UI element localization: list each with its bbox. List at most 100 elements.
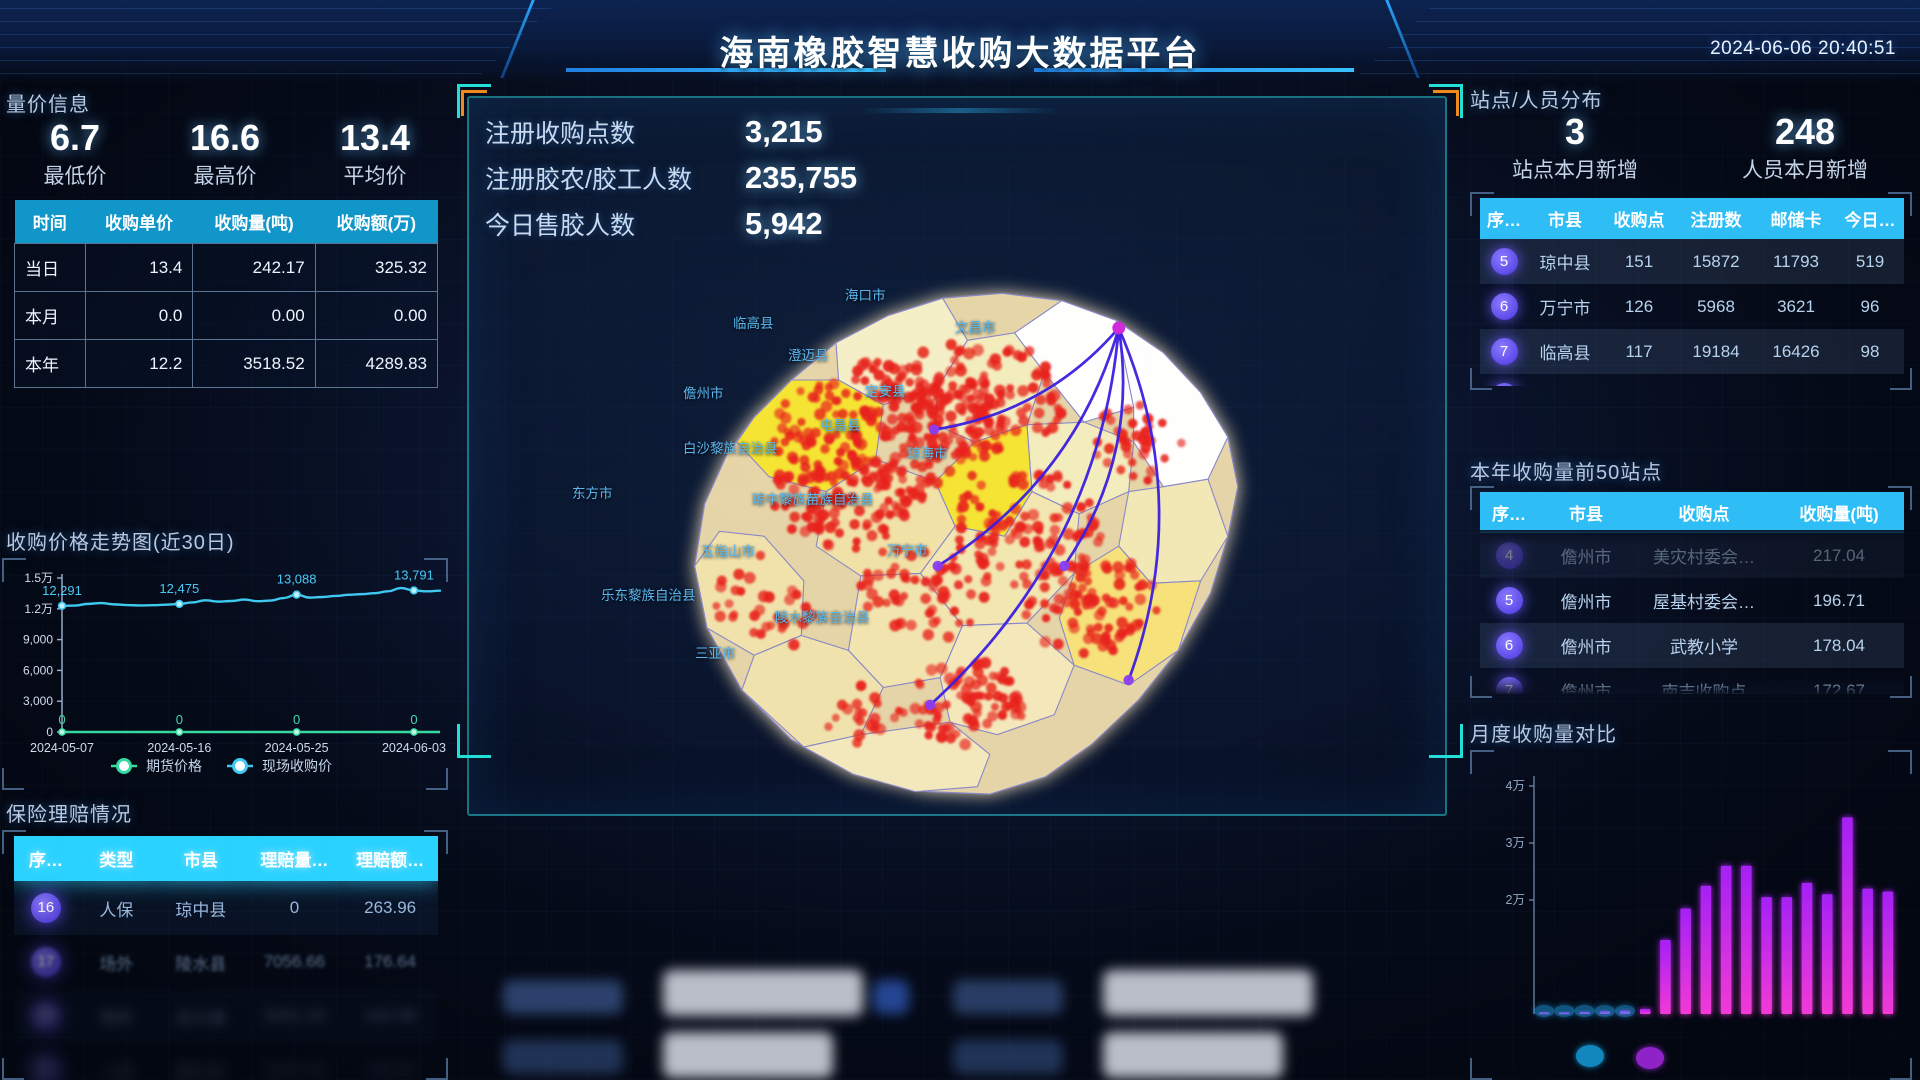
- insurance-claims-table: 序… 类型 市县 理赔量… 理赔额… 16 人保 琼中县 0 263.96: [14, 836, 438, 1080]
- right-column: 站点/人员分布 3 站点本月新增 248 人员本月新增 序… 市县 收购点 注册…: [1460, 74, 1920, 1080]
- table-row[interactable]: 16 人保 琼中县 0 263.96: [14, 881, 438, 935]
- svg-text:2024-06-03: 2024-06-03: [382, 741, 446, 755]
- monthly-panel-frame: [1470, 750, 1912, 1080]
- ins-cell-volume: 0: [246, 881, 343, 935]
- insurance-table-scroll[interactable]: 序… 类型 市县 理赔量… 理赔额… 16 人保 琼中县 0 263.96: [14, 836, 438, 1080]
- header-accent-bar-right: [1034, 68, 1354, 72]
- st-cell-points: 126: [1624, 296, 1654, 316]
- stat-registered-points: 注册收购点数 3,215: [485, 114, 857, 150]
- t50-cell-index: 5: [1480, 578, 1538, 623]
- table-row[interactable]: 17 场外 陵水县 7056.66 176.64: [14, 935, 438, 989]
- st-cell-postalcard: 16426: [1756, 329, 1836, 374]
- bottom-chip: [503, 1040, 623, 1074]
- map-region-label: 定安县: [865, 384, 906, 399]
- t50-cell-volume: 196.71: [1813, 590, 1865, 610]
- st-cell-today: 96: [1860, 296, 1880, 316]
- top50-header-row: 序… 市县 收购点 收购量(吨): [1480, 492, 1904, 533]
- bottom-chip: [663, 1032, 833, 1078]
- t50-cell-county: 儋州市: [1560, 593, 1612, 612]
- kpi-new-stations-label: 站点本月新增: [1512, 158, 1638, 182]
- ins-cell-volume: 2210.40: [263, 1060, 326, 1079]
- st-cell-registered: 19184: [1676, 329, 1756, 374]
- center-corner-orange-tr: [1433, 90, 1459, 116]
- ins-cell-amount: 142.08: [342, 989, 438, 1043]
- svg-text:2024-05-25: 2024-05-25: [265, 741, 329, 755]
- table-row[interactable]: 6 万宁市 126 5968 3621 96: [1480, 284, 1904, 329]
- left-column: 量价信息 6.7 最低价 16.6 最高价 13.4 平均价 时间 收购单价 收…: [0, 74, 450, 1080]
- t50-th-volume: 收购量(吨): [1774, 492, 1904, 533]
- st-cell-index: 7: [1480, 329, 1528, 374]
- index-badge: 5: [1490, 248, 1518, 275]
- table-row: 本年 12.2 3518.52 4289.83: [14, 339, 439, 388]
- svg-text:12,291: 12,291: [42, 583, 82, 598]
- ins-cell-type: 人保: [77, 881, 156, 935]
- price-table-header-row: 时间 收购单价 收购量(吨) 收购额(万): [14, 200, 438, 244]
- map-region-label: 三亚市: [695, 646, 736, 661]
- hainan-map[interactable]: 海口市 文昌市 临高县 澄迈县 儋州市 定安县 屯昌县 琼海市 白沙黎族自治县 东方市 琼中黎族苗族…: [515, 194, 1415, 814]
- price-kpi-row: 6.7 最低价 16.6 最高价 13.4 平均价: [0, 118, 450, 190]
- stat-today-sellers-label: 今日售胶人数: [485, 212, 636, 240]
- map-region-label: 澄迈县: [788, 348, 829, 363]
- price-cell-unit: 0.0: [84, 291, 194, 340]
- top50-table-scroll[interactable]: 序… 市县 收购点 收购量(吨) 4 儋州市 美灾村委会… 217.04 5 儋…: [1480, 492, 1904, 694]
- kpi-max-price-label: 最高价: [193, 164, 257, 188]
- map-region-label: 陵水黎族自治县: [775, 610, 870, 625]
- t50-cell-county: 儋州市: [1538, 623, 1634, 668]
- map-region-label: 五指山市: [701, 544, 755, 559]
- index-badge: 6: [1495, 632, 1523, 659]
- table-row[interactable]: 5 儋州市 屋基村委会… 196.71: [1480, 578, 1904, 623]
- monthly-section-title: 月度收购量对比: [1470, 724, 1617, 746]
- t50-cell-point: 屋基村委会…: [1653, 593, 1755, 612]
- t50-th-county: 市县: [1538, 492, 1634, 533]
- index-badge: 4: [1495, 542, 1523, 569]
- st-cell-postalcard: 11793: [1756, 239, 1836, 284]
- station-table-scroll[interactable]: 序… 市县 收购点 注册数 邮储卡 今日… 5 琼中县 151 15872 11…: [1480, 198, 1904, 386]
- svg-text:3,000: 3,000: [23, 694, 53, 708]
- map-region-label: 海口市: [845, 288, 886, 303]
- bottom-chip: [953, 980, 1063, 1014]
- index-badge: 16: [30, 893, 61, 923]
- kpi-new-personnel: 248 人员本月新增: [1690, 112, 1920, 184]
- price-cell-amount: 0.00: [314, 291, 439, 340]
- map-region-label: 东方市: [572, 486, 613, 501]
- ins-th-index: 序…: [14, 836, 78, 881]
- ins-cell-type: 场外: [99, 954, 134, 974]
- st-th-county: 市县: [1528, 198, 1602, 239]
- price-cell-period: 当日: [14, 243, 86, 292]
- price-cell-amount: 4289.83: [314, 339, 439, 388]
- table-row[interactable]: 18 场外 白沙县 3201.10 142.08: [14, 989, 438, 1043]
- svg-text:9,000: 9,000: [23, 633, 53, 647]
- st-cell-index: 8: [1480, 374, 1528, 386]
- insurance-panel-frame: [2, 830, 448, 1080]
- price-cell-unit: 13.4: [84, 243, 194, 292]
- table-row[interactable]: 19 人保 儋州市 2210.40 118.22: [14, 1043, 438, 1080]
- st-th-today: 今日…: [1836, 198, 1904, 239]
- kpi-avg-price: 13.4 平均价: [300, 118, 450, 190]
- table-row[interactable]: 6 儋州市 武教小学 178.04: [1480, 623, 1904, 668]
- bottom-widget-strip[interactable]: [475, 954, 1435, 1080]
- kpi-min-price-label: 最低价: [43, 164, 107, 188]
- kpi-min-price: 6.7 最低价: [0, 118, 150, 190]
- svg-text:期货价格: 期货价格: [146, 758, 202, 774]
- svg-text:12,475: 12,475: [159, 581, 199, 596]
- price-cell-period: 本年: [14, 339, 86, 388]
- svg-text:13,791: 13,791: [394, 567, 434, 582]
- svg-text:0: 0: [176, 712, 183, 727]
- table-row[interactable]: 7 临高县 117 19184 16426 98: [1480, 329, 1904, 374]
- kpi-max-price-value: 16.6: [189, 117, 261, 158]
- st-cell-registered: 3650: [1676, 374, 1756, 386]
- hainan-map-svg[interactable]: [515, 194, 1415, 814]
- table-row[interactable]: 8 陵水县 70 3650 2800 0: [1480, 374, 1904, 386]
- header-left-sheen: [0, 0, 560, 74]
- ins-cell-index: 19: [14, 1043, 78, 1080]
- ins-cell-amount: 118.22: [364, 1060, 416, 1079]
- stat-today-sellers: 今日售胶人数 5,942: [485, 206, 857, 242]
- svg-text:现场收购价: 现场收购价: [262, 758, 332, 774]
- stat-registered-farmers-value: 235,755: [745, 160, 858, 195]
- st-cell-county: 临高县: [1528, 329, 1602, 374]
- t50-cell-point: 武教小学: [1634, 623, 1774, 668]
- dashboard-header: 海南橡胶智慧收购大数据平台 2024-06-06 20:40:51: [0, 0, 1920, 84]
- map-region-label: 万宁市: [887, 543, 928, 558]
- table-row[interactable]: 5 琼中县 151 15872 11793 519: [1480, 239, 1904, 284]
- center-corner-cyan-br: [1429, 724, 1463, 758]
